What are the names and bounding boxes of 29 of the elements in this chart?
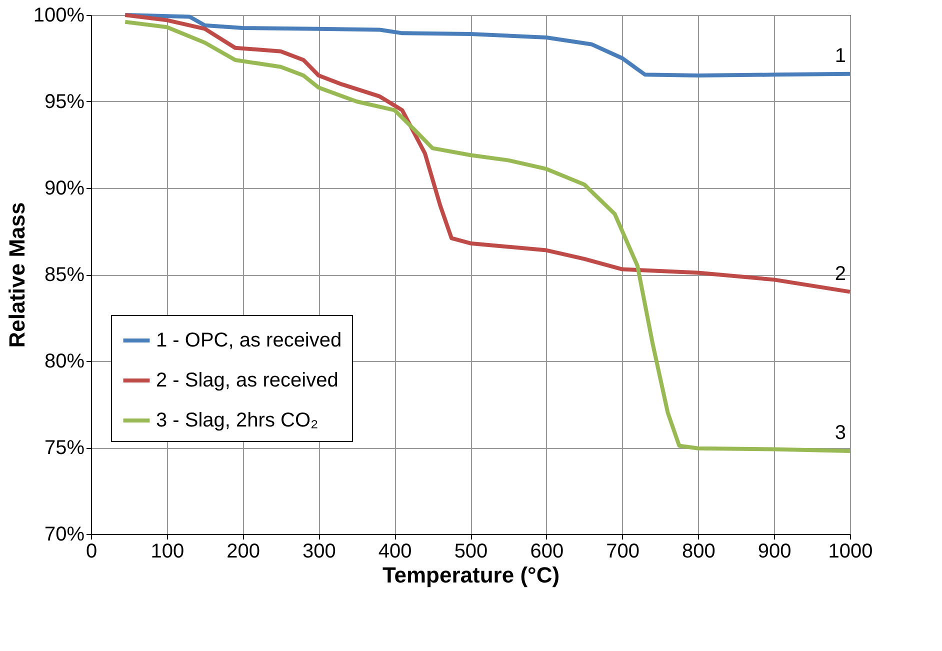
y-tick-label: 75% <box>44 437 85 459</box>
x-axis-title: Temperature (°C) <box>382 562 560 588</box>
x-tick-label: 200 <box>226 540 260 562</box>
y-tick-label: 100% <box>33 4 85 26</box>
x-tick-label: 100 <box>150 540 184 562</box>
x-tick-label: 500 <box>454 540 488 562</box>
x-tick-label: 400 <box>378 540 412 562</box>
line-series <box>123 20 852 453</box>
line-series <box>123 13 852 294</box>
y-axis-title: Relative Mass <box>4 202 30 348</box>
x-tick-label: 700 <box>606 540 640 562</box>
y-tick-label: 80% <box>44 350 85 372</box>
x-tick-label: 1000 <box>828 540 873 562</box>
x-tick-label: 300 <box>302 540 336 562</box>
legend-label: 3 - Slag, 2hrs CO₂ <box>156 410 318 432</box>
x-tick-label: 900 <box>758 540 792 562</box>
line-series <box>123 13 852 78</box>
y-tick-label: 85% <box>44 264 85 286</box>
x-tick-label: 600 <box>530 540 564 562</box>
annotation: 2 <box>834 262 846 285</box>
x-tick-label: 800 <box>682 540 716 562</box>
y-tick-label: 95% <box>44 91 85 113</box>
y-tick-label: 90% <box>44 178 85 200</box>
annotation: 1 <box>834 44 846 67</box>
annotation: 3 <box>834 422 846 444</box>
legend-label: 2 - Slag, as received <box>156 370 338 392</box>
y-tick-label: 70% <box>44 524 85 546</box>
legend-label: 1 - OPC, as received <box>156 330 342 352</box>
x-tick-label: 0 <box>86 540 98 562</box>
